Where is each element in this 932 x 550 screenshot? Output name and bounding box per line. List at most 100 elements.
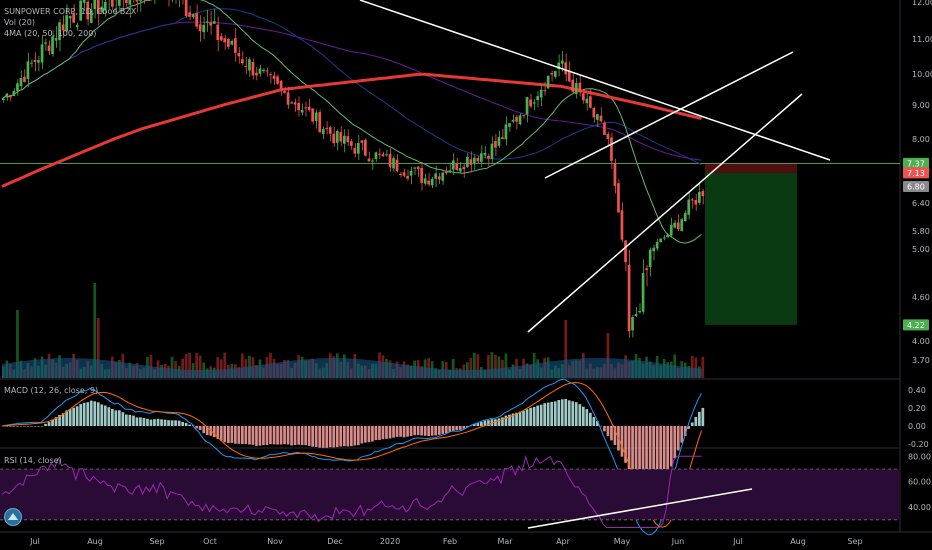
tradingview-logo-icon[interactable] (4, 508, 22, 526)
candle-body (550, 73, 553, 75)
macd-signal-line (1, 382, 702, 528)
macd-histogram-bar (219, 426, 223, 441)
candle-body (378, 153, 381, 155)
macd-histogram-bar (223, 426, 227, 443)
macd-histogram-bar (553, 401, 557, 426)
macd-histogram-bar (402, 426, 406, 438)
macd-histogram-bar (51, 419, 54, 426)
macd-histogram-bar (146, 418, 149, 426)
x-tick-label: 2020 (380, 537, 400, 546)
candle-body (350, 141, 353, 146)
macd-histogram-bar (483, 420, 487, 426)
candle-body (125, 0, 128, 4)
macd-histogram-bar (156, 418, 160, 426)
macd-histogram-bar (37, 426, 40, 427)
macd-histogram-bar (12, 426, 16, 427)
macd-histogram-bar (473, 424, 476, 426)
candle-body (318, 112, 322, 133)
volume-bar (487, 354, 490, 378)
candle-body (648, 249, 652, 268)
candle-body (466, 157, 469, 168)
macd-histogram-bar (515, 412, 518, 426)
volume-bar (690, 356, 694, 378)
price-tick-label: 9.00 (912, 101, 930, 110)
price-tag (903, 181, 929, 192)
candle-body (128, 0, 132, 5)
candle-body (659, 238, 662, 242)
macd-histogram-bar (378, 426, 381, 440)
candle-body (311, 108, 314, 122)
macd-histogram-bar (448, 426, 452, 432)
candle-body (96, 0, 100, 14)
candle-body (89, 9, 93, 23)
candle-body (409, 171, 413, 176)
candle-body (676, 222, 680, 230)
macd-histogram-bar (462, 426, 466, 429)
macd-histogram-bar (357, 426, 360, 446)
price-tick-label: 11.00 (912, 35, 932, 44)
volume-ma-area (2, 358, 702, 378)
macd-histogram-bar (339, 426, 343, 447)
candle-body (262, 69, 265, 72)
x-tick-label: May (614, 537, 631, 546)
macd-histogram-bar (279, 426, 283, 445)
macd-histogram-bar (163, 419, 167, 426)
volume-bar (504, 353, 508, 378)
candle-body (645, 268, 648, 271)
macd-histogram-bar (610, 426, 613, 441)
rsi-trendline (527, 488, 753, 529)
macd-histogram-bar (458, 426, 462, 430)
candle-body (416, 166, 420, 169)
rsi-line (1, 454, 702, 528)
candle-body (638, 311, 641, 313)
candle-body (483, 152, 487, 156)
candle-body (5, 93, 9, 98)
rsi-tick-label: 60.00 (908, 478, 931, 487)
macd-histogram-bar (283, 426, 286, 445)
candle-body (560, 60, 564, 64)
macd-histogram-bar (539, 404, 543, 426)
candle-body (508, 123, 511, 127)
macd-histogram-bar (297, 426, 300, 445)
price-tick-label: 5.00 (912, 245, 930, 254)
macd-histogram-bar (374, 426, 378, 441)
price-tag-label: 4.22 (907, 321, 925, 330)
candle-body (599, 115, 603, 122)
price-tag (903, 167, 929, 179)
macd-histogram-bar (212, 426, 216, 438)
volume-bar (490, 352, 494, 378)
macd-histogram-bar (286, 426, 290, 445)
candle-body (286, 92, 290, 105)
macd-histogram-bar (346, 426, 350, 447)
macd-histogram-bar (241, 426, 244, 444)
candle-body (606, 133, 610, 139)
candle-body (371, 160, 374, 162)
macd-histogram-bar (311, 426, 314, 447)
candle-body (525, 97, 529, 115)
volume-bar (170, 356, 174, 378)
macd-tick-label: -0.20 (908, 440, 929, 449)
candle-body (399, 173, 402, 176)
price-tick-label: 8.00 (912, 135, 930, 144)
ma-legend: 4MA (20, 50, 100, 200) (4, 29, 97, 38)
price-tick-label: 6.40 (912, 199, 930, 208)
candle-body (511, 119, 515, 122)
candle-body (65, 15, 68, 32)
price-tick-label: 10.00 (912, 70, 932, 79)
candle-body (690, 199, 694, 201)
candle-body (402, 172, 406, 176)
volume-bar (223, 352, 227, 378)
candle-body (624, 240, 627, 263)
macd-histogram-bar (227, 426, 230, 443)
macd-histogram-bar (698, 411, 701, 426)
macd-histogram-bar (522, 410, 525, 426)
macd-histogram-bar (79, 404, 82, 426)
candle-body (100, 6, 104, 13)
macd-histogram-bar (567, 400, 571, 426)
target-zone (705, 172, 797, 325)
macd-histogram-bar (441, 426, 445, 434)
candle-body (139, 0, 142, 2)
macd-histogram-bar (314, 426, 318, 447)
candle-body (241, 59, 244, 64)
candle-body (494, 141, 497, 148)
